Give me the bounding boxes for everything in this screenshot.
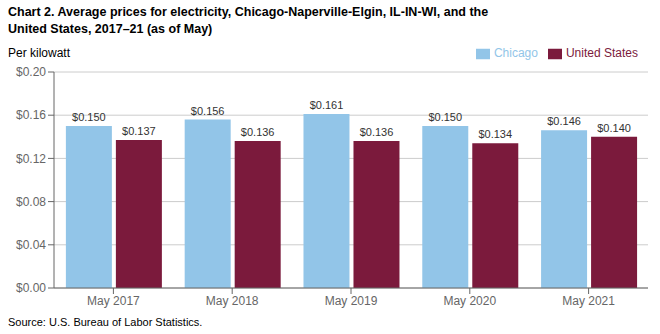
svg-text:$0.161: $0.161: [310, 99, 344, 111]
svg-text:$0.16: $0.16: [16, 108, 46, 122]
svg-text:$0.150: $0.150: [428, 111, 462, 123]
svg-text:$0.136: $0.136: [360, 126, 394, 138]
svg-text:$0.134: $0.134: [478, 128, 512, 140]
html-text:Chicago: Chicago: [493, 46, 538, 60]
html-text:Chart 2. Average prices for el: Chart 2. Average prices for electricity,…: [8, 5, 489, 19]
svg-text:$0.140: $0.140: [597, 122, 631, 134]
svg-text:$0.156: $0.156: [191, 105, 225, 117]
svg-text:$0.137: $0.137: [122, 125, 156, 137]
svg-text:$0.146: $0.146: [547, 115, 581, 127]
svg-text:$0.00: $0.00: [16, 281, 46, 295]
svg-text:$0.12: $0.12: [16, 152, 46, 166]
svg-text:May 2021: May 2021: [562, 294, 615, 308]
html-text:Per kilowatt: Per kilowatt: [8, 46, 70, 60]
html-text:Source: U.S. Bureau of Labor S: Source: U.S. Bureau of Labor Statistics.: [8, 316, 203, 328]
svg-text:$0.04: $0.04: [16, 238, 46, 252]
svg-text:May 2017: May 2017: [87, 294, 140, 308]
html-text:United States: United States: [566, 46, 638, 60]
svg-text:$0.150: $0.150: [72, 111, 106, 123]
html-text:United States, 2017–21 (as of: United States, 2017–21 (as of May): [8, 22, 213, 36]
svg-text:$0.08: $0.08: [16, 195, 46, 209]
svg-text:$0.20: $0.20: [16, 65, 46, 79]
svg-text:May 2018: May 2018: [206, 294, 259, 308]
svg-text:$0.136: $0.136: [241, 126, 275, 138]
svg-text:May 2020: May 2020: [443, 294, 496, 308]
svg-text:May 2019: May 2019: [325, 294, 378, 308]
